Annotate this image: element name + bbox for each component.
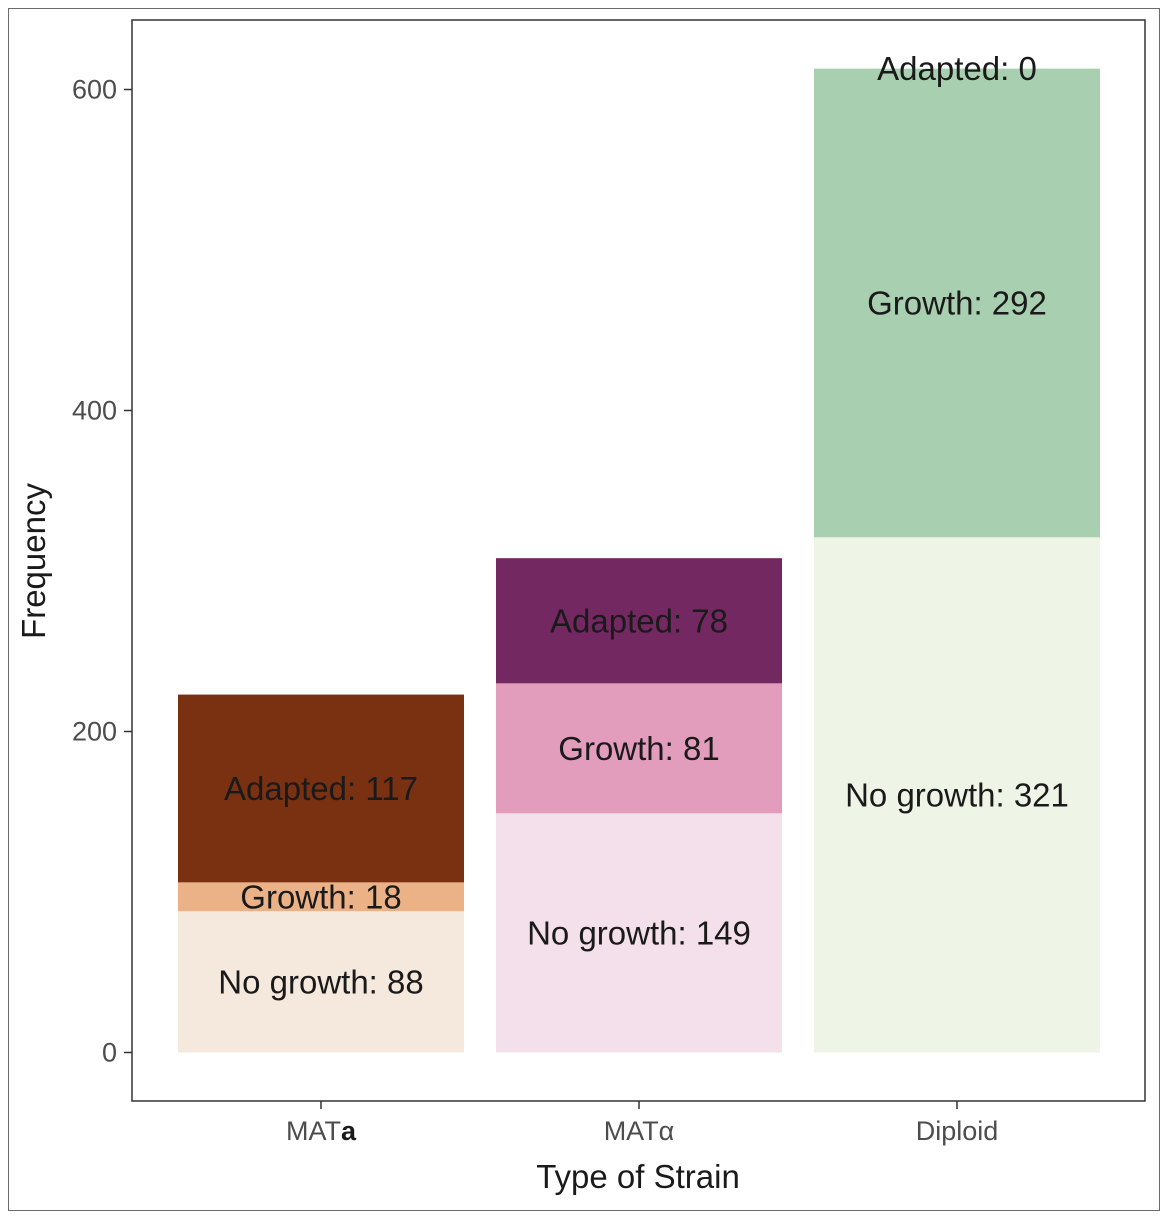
segment-label: Adapted: 78 [550, 602, 728, 639]
x-tick-label: MATα [604, 1116, 675, 1146]
bar-segment [178, 694, 464, 883]
segment-label: Growth: 18 [240, 878, 401, 915]
segment-label: Growth: 292 [867, 284, 1047, 321]
segment-label: Adapted: 117 [224, 770, 418, 807]
segment-label: No growth: 149 [527, 914, 751, 951]
bar-segment [814, 68, 1100, 538]
segment-label: No growth: 321 [845, 776, 1069, 813]
y-tick-label: 400 [72, 396, 117, 426]
segment-label: Adapted: 0 [877, 50, 1037, 87]
x-tick-label: MATa [286, 1116, 357, 1146]
y-axis: 0 200 400 600 [72, 75, 132, 1068]
x-axis: MATa MATα Diploid [286, 1101, 998, 1146]
y-axis-title: Frequency [15, 483, 52, 639]
bars-layer [178, 68, 1100, 1053]
y-tick-label: 200 [72, 717, 117, 747]
bar-segment [496, 683, 782, 814]
x-axis-title: Type of Strain [536, 1158, 740, 1195]
segment-label: No growth: 88 [218, 963, 423, 1000]
segment-label: Growth: 81 [558, 730, 719, 767]
bar-segment [178, 882, 464, 912]
bar-segment [814, 537, 1100, 1053]
x-tick-label: Diploid [916, 1116, 999, 1146]
bar-segment [178, 911, 464, 1053]
y-tick-label: 600 [72, 75, 117, 105]
segment-labels-layer: No growth: 88 Growth: 18 Adapted: 117 No gr… [218, 50, 1069, 1000]
y-tick-label: 0 [102, 1038, 117, 1068]
bar-segment [496, 558, 782, 684]
bar-segment [496, 813, 782, 1053]
